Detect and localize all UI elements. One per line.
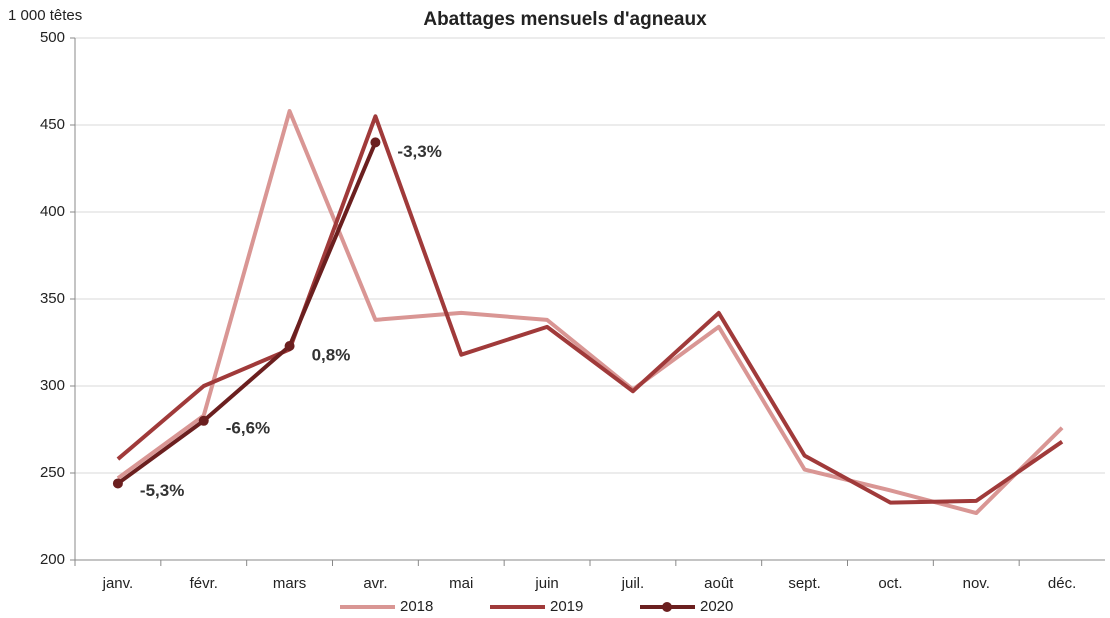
x-tick-label: août xyxy=(704,575,734,592)
point-marker xyxy=(284,340,295,351)
legend-label: 2019 xyxy=(550,598,583,615)
point-marker xyxy=(370,137,381,148)
annotation: 0,8% xyxy=(312,345,351,364)
y-tick-label: 300 xyxy=(40,377,65,394)
y-axis-label: 1 000 têtes xyxy=(8,7,82,24)
legend-marker xyxy=(662,602,672,612)
x-tick-label: juin xyxy=(534,575,558,592)
y-tick-label: 250 xyxy=(40,464,65,481)
point-marker xyxy=(112,478,123,489)
chart-title: Abattages mensuels d'agneaux xyxy=(423,9,707,30)
x-tick-label: oct. xyxy=(878,575,902,592)
series-line xyxy=(116,109,1064,516)
annotation: -3,3% xyxy=(397,142,441,161)
y-tick-label: 200 xyxy=(40,551,65,568)
x-tick-label: avr. xyxy=(363,575,387,592)
x-tick-label: févr. xyxy=(190,575,218,592)
x-tick-label: déc. xyxy=(1048,575,1076,592)
x-tick-label: juil. xyxy=(621,575,645,592)
x-tick-label: mai xyxy=(449,575,473,592)
x-tick-label: janv. xyxy=(102,575,134,592)
annotation: -5,3% xyxy=(140,481,184,500)
y-tick-label: 350 xyxy=(40,290,65,307)
legend-label: 2020 xyxy=(700,598,733,615)
legend-label: 2018 xyxy=(400,598,433,615)
x-tick-label: sept. xyxy=(788,575,821,592)
x-tick-label: nov. xyxy=(963,575,990,592)
series-line xyxy=(116,114,1064,505)
point-marker xyxy=(198,415,209,426)
y-tick-label: 450 xyxy=(40,116,65,133)
x-tick-label: mars xyxy=(273,575,306,592)
series-line xyxy=(116,141,378,486)
y-tick-label: 400 xyxy=(40,203,65,220)
annotation: -6,6% xyxy=(226,418,270,437)
y-tick-label: 500 xyxy=(40,29,65,46)
